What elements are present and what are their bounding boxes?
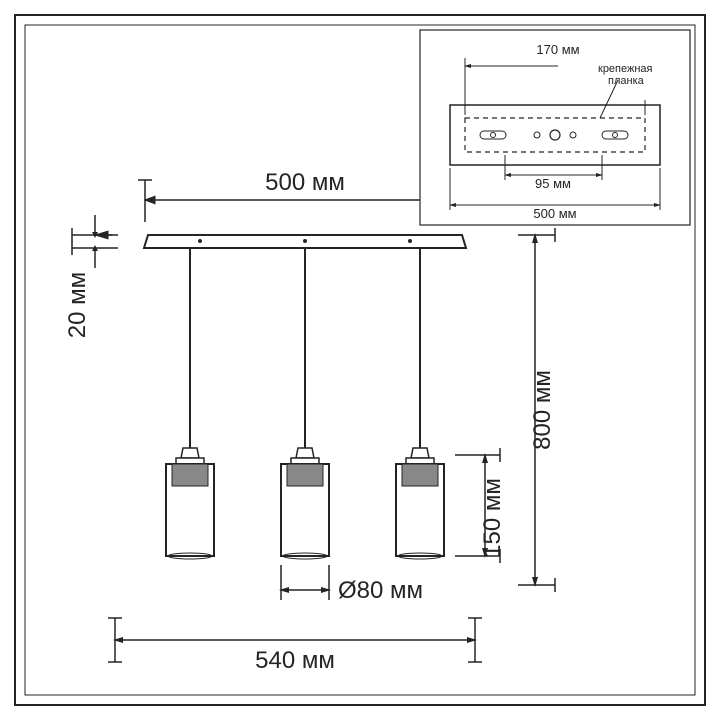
label-20: 20 мм: [64, 272, 91, 338]
label-540: 540 мм: [255, 647, 335, 674]
label-d80: Ø80 мм: [338, 577, 423, 604]
pendant-2: [281, 248, 329, 559]
drawing-svg: 500 мм 20 мм 800 мм 150 мм: [0, 0, 720, 720]
inset: 170 мм крепежная планка 95 мм 500 мм: [420, 30, 690, 225]
label-150: 150 мм: [479, 478, 506, 558]
inset-bracket-label-2: планка: [608, 75, 645, 87]
technical-drawing-page: 500 мм 20 мм 800 мм 150 мм: [0, 0, 720, 720]
dim-left-20: 20 мм: [64, 215, 118, 338]
label-500: 500 мм: [265, 169, 345, 196]
inset-label-95: 95 мм: [535, 176, 571, 191]
pendant-3: [396, 248, 444, 559]
label-800: 800 мм: [529, 370, 556, 450]
dim-d80: Ø80 мм: [279, 565, 423, 604]
inset-label-500: 500 мм: [533, 206, 576, 221]
canopy-dot: [303, 239, 307, 243]
canopy-dot: [408, 239, 412, 243]
dim-right-800: 800 мм: [518, 228, 556, 592]
inset-bracket-label-1: крепежная: [598, 63, 653, 75]
pendant-1: [166, 248, 214, 559]
dim-bottom-540: 540 мм: [108, 618, 482, 674]
canopy-dot: [198, 239, 202, 243]
inset-label-170: 170 мм: [536, 42, 579, 57]
dim-right-150: 150 мм: [455, 448, 506, 563]
